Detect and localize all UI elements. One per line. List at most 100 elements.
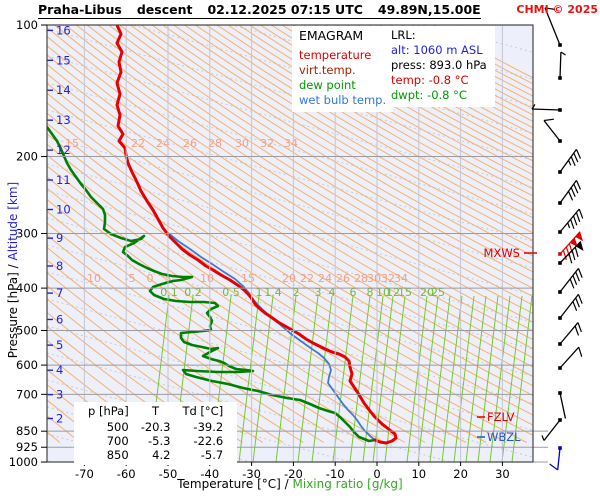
wbzl-label: WBZL xyxy=(487,430,521,444)
sounding-table: p [hPa] T Td [°C] 500 -20.3 -39.2 700 -5… xyxy=(74,402,238,465)
altitude-tick-label: 6 xyxy=(56,312,63,326)
mixing-ratio-line xyxy=(465,295,487,462)
wind-barb-flag xyxy=(575,241,584,252)
wind-barb-tick xyxy=(570,187,576,198)
altitude-tick-label: 13 xyxy=(56,113,71,127)
altitude-tick-label: 14 xyxy=(56,83,71,97)
adiabat-line xyxy=(47,285,264,443)
wind-barb-tick xyxy=(577,294,583,304)
temp-tick-label: 30 xyxy=(495,467,510,481)
cell: -22.6 xyxy=(193,434,224,448)
wind-barb-tick xyxy=(544,7,555,10)
pressure-tick-label: 1000 xyxy=(9,455,38,469)
wind-barb-tick xyxy=(573,152,579,163)
wind-barb-flag xyxy=(575,231,584,242)
wind-barb-half-tick xyxy=(567,160,572,166)
mixing-ratio-label: 2 xyxy=(293,286,300,299)
altitude-tick-label: 3 xyxy=(56,388,63,402)
mixing-ratio-line xyxy=(429,295,451,462)
wind-barb xyxy=(549,446,562,471)
y-axis-label: Pressure [hPa] / Altitude [km] xyxy=(6,120,20,420)
x-axis-label-temp: Temperature [°C] xyxy=(177,477,281,491)
plot-border xyxy=(46,24,534,463)
mixing-ratio-line xyxy=(441,295,463,462)
isoline-grey xyxy=(47,55,533,188)
wind-barb-tick xyxy=(577,268,583,278)
adiabat-line xyxy=(379,25,533,110)
cell: -39.2 xyxy=(193,420,224,434)
wind-barb-tick xyxy=(567,191,574,201)
y-axis-label-altitude: Altitude [km] xyxy=(6,181,20,261)
mixing-ratio-label: 12 xyxy=(386,286,400,299)
adiabat-label: 24 xyxy=(156,137,170,150)
y-axis-label-pressure: Pressure [hPa] xyxy=(6,272,20,359)
wind-barb-tick xyxy=(575,180,582,190)
temp-tick-label: 0 xyxy=(373,467,380,481)
mxws-label: MXWS xyxy=(484,246,520,260)
isoline-grey xyxy=(47,325,533,458)
mixing-ratio-label: 1 xyxy=(256,286,263,299)
wind-barb xyxy=(558,391,567,419)
pressure-tick-label: 300 xyxy=(16,227,38,241)
wind-barb xyxy=(531,104,562,112)
cell: 500 xyxy=(106,420,129,434)
adiabat-label: 34 xyxy=(284,137,298,150)
mixing-ratio-label: 0.5 xyxy=(222,286,240,299)
wind-barb xyxy=(558,240,584,265)
col-dewpoint: Td [°C] xyxy=(182,404,224,418)
adiabat-line xyxy=(47,325,203,443)
legend-item-temperature: temperature xyxy=(299,48,372,62)
adiabat-label: 28 xyxy=(354,272,368,285)
lrl-title: LRL: xyxy=(391,28,416,42)
temp-tick-label: -20 xyxy=(284,467,303,481)
wind-barb-tick xyxy=(573,183,579,194)
wind-barb-half-tick xyxy=(541,435,545,441)
mixing-ratio-label: 4 xyxy=(329,286,336,299)
adiabat-line xyxy=(47,368,142,443)
temp-tick-label: -40 xyxy=(200,467,219,481)
fzlv-label: FZLV xyxy=(487,410,515,424)
pressure-tick-label: 500 xyxy=(16,323,38,337)
legend-item-dew-point: dew point xyxy=(299,78,356,92)
pressure-tick-label: 400 xyxy=(16,281,38,295)
adiabat-label: 15 xyxy=(241,272,255,285)
mixing-ratio-label: 25 xyxy=(431,286,445,299)
sounding-datetime: 02.12.2025 07:15 UTC xyxy=(207,2,363,17)
cell: -5.3 xyxy=(148,434,171,448)
wet-bulb-curve xyxy=(166,231,376,441)
wind-barb-tick xyxy=(574,325,580,336)
adiabat-label: 34 xyxy=(394,272,408,285)
wind-barb-tick xyxy=(577,322,582,333)
wind-barb-staff xyxy=(559,240,582,264)
col-temperature: T xyxy=(152,404,160,418)
adiabat-line xyxy=(47,339,182,443)
station-coords: 49.89N,15.00E xyxy=(377,2,481,17)
wind-barb-tick xyxy=(575,212,581,223)
mixing-ratio-line xyxy=(406,295,428,462)
wind-barb-tick xyxy=(549,463,559,471)
legend-box: EMAGRAM temperature virt.temp. dew point… xyxy=(292,26,394,112)
wind-barb-staff xyxy=(559,51,562,79)
mixing-ratio-line xyxy=(501,295,523,462)
mixing-ratio-label: 10 xyxy=(376,286,390,299)
mixing-ratio-label: 0.2 xyxy=(184,286,202,299)
legend-item-wet-bulb: wet bulb temp. xyxy=(299,93,387,107)
lrl-box: LRL: alt: 1060 m ASL press: 893.0 hPa te… xyxy=(385,26,495,107)
adiabat-line xyxy=(184,25,533,234)
temp-tick-label: 20 xyxy=(453,467,468,481)
mixing-ratio-label: 6 xyxy=(350,286,357,299)
wind-barb xyxy=(544,7,562,47)
wind-barb-tick xyxy=(578,347,583,357)
wind-barb-tick xyxy=(562,250,567,260)
altitude-tick-label: 16 xyxy=(56,23,71,37)
wind-barb xyxy=(558,231,584,260)
isoline-grey xyxy=(130,25,533,134)
mixing-ratio-line xyxy=(362,295,384,462)
adiabat-label: 28 xyxy=(208,137,222,150)
temp-tick-label: 10 xyxy=(411,467,426,481)
wind-barb-tick xyxy=(572,215,578,226)
mixing-ratio-line xyxy=(275,295,297,462)
pressure-tick-label: 700 xyxy=(16,387,38,401)
mixing-ratio-line xyxy=(477,295,499,462)
wind-barb-half-tick xyxy=(560,51,566,56)
